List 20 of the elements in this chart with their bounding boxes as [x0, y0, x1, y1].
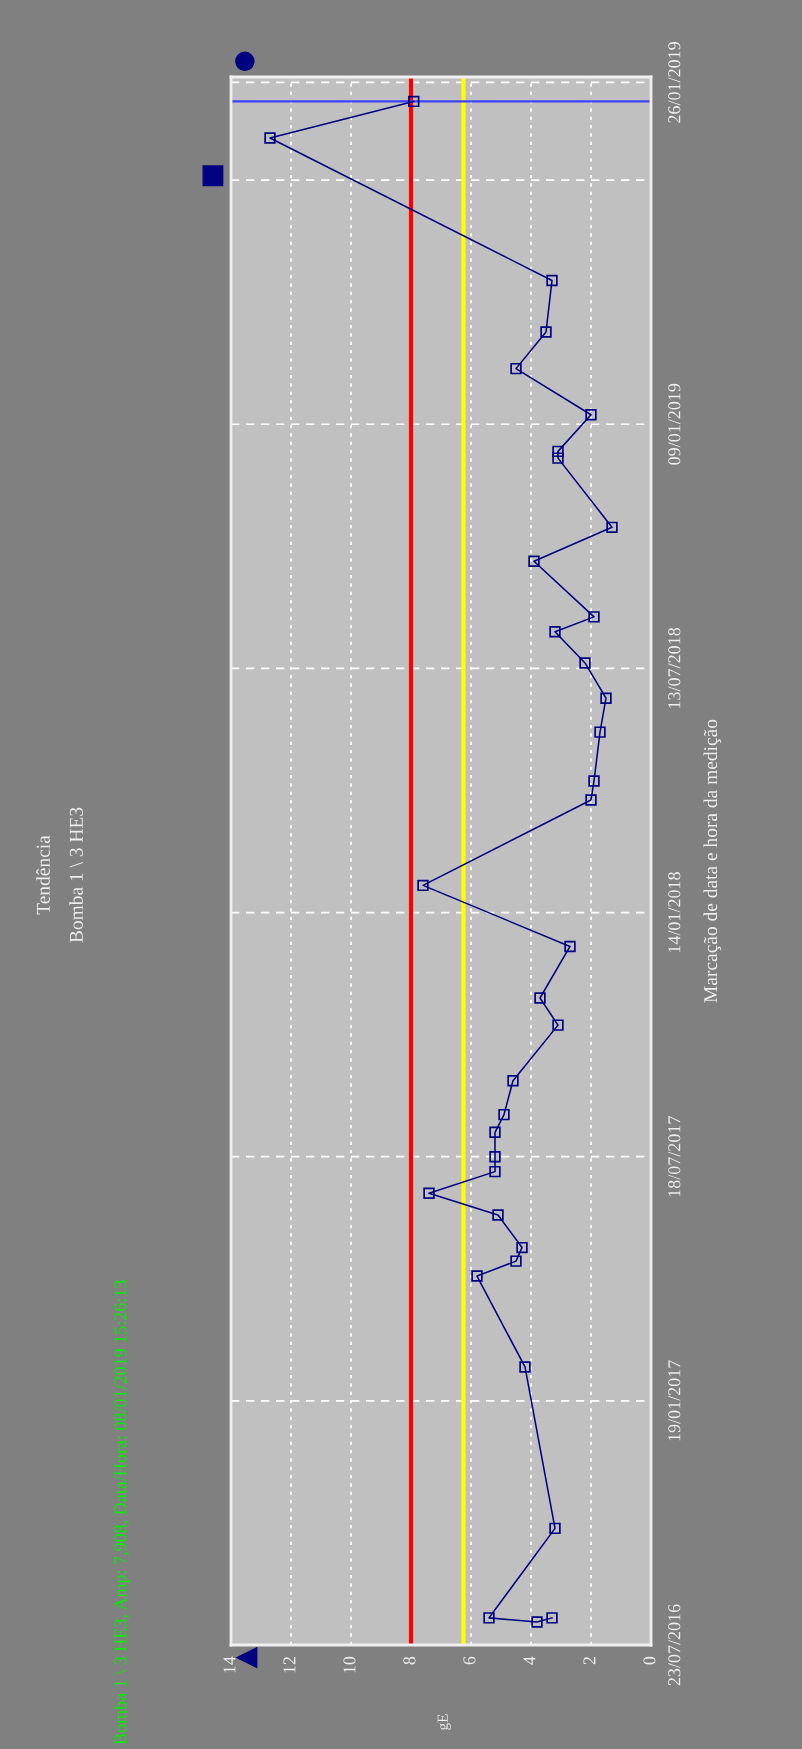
text: gE	[437, 1714, 451, 1730]
y-tick-label: 13/07/2018	[668, 627, 681, 708]
x-tick-label: 8	[403, 1656, 416, 1665]
y-tick-label: 09/01/2019	[668, 383, 681, 465]
text: Tendência	[36, 835, 50, 915]
y-tick-label: 26/01/2019	[668, 42, 681, 123]
y-tick-label: 23/07/2016	[668, 1604, 681, 1686]
text: Bomba 1 \ 3 HE3, Amp: 7,908, Data/Hora: 08/01/2019 15:26:13	[113, 1280, 131, 1745]
x-tick-label: 14	[223, 1656, 236, 1673]
y-tick-label: 19/01/2017	[668, 1360, 681, 1441]
x-tick-label: 12	[283, 1657, 296, 1673]
x-tick-label: 2	[583, 1657, 596, 1665]
y-tick-label: 14/01/2018	[668, 872, 681, 953]
x-tick-label: 6	[463, 1656, 476, 1665]
text: Bomba 1 \ 3 HE3	[69, 807, 83, 943]
y-tick-label: 18/07/2017	[668, 1116, 681, 1197]
x-tick-label: 0	[643, 1656, 656, 1665]
y-axis-title: Marcação de data e hora da medição	[703, 719, 722, 1003]
x-tick-label: 4	[523, 1656, 536, 1665]
x-tick-label: 10	[343, 1656, 356, 1673]
